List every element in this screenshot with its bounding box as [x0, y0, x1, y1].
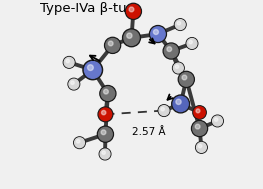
- Circle shape: [172, 95, 190, 113]
- Circle shape: [175, 20, 185, 29]
- Circle shape: [178, 71, 194, 87]
- Circle shape: [75, 138, 84, 148]
- Circle shape: [66, 59, 69, 63]
- Circle shape: [159, 106, 169, 115]
- Circle shape: [101, 87, 115, 100]
- Circle shape: [151, 27, 165, 41]
- Circle shape: [149, 26, 166, 43]
- Circle shape: [77, 140, 80, 143]
- Circle shape: [83, 60, 103, 80]
- Circle shape: [98, 107, 113, 122]
- Circle shape: [64, 57, 74, 67]
- Circle shape: [182, 75, 187, 80]
- Circle shape: [127, 33, 132, 38]
- Circle shape: [173, 62, 184, 74]
- Circle shape: [106, 39, 119, 52]
- Circle shape: [193, 106, 206, 119]
- Circle shape: [196, 109, 200, 113]
- Circle shape: [214, 118, 218, 121]
- Circle shape: [189, 40, 192, 44]
- Circle shape: [97, 126, 113, 142]
- Circle shape: [191, 121, 208, 136]
- Circle shape: [153, 29, 159, 35]
- Circle shape: [164, 44, 178, 58]
- Circle shape: [180, 73, 193, 86]
- Circle shape: [68, 78, 80, 90]
- Circle shape: [63, 57, 75, 68]
- Circle shape: [100, 86, 116, 101]
- Circle shape: [186, 38, 198, 49]
- Circle shape: [193, 122, 206, 135]
- Circle shape: [158, 105, 170, 116]
- Circle shape: [123, 29, 140, 47]
- Circle shape: [213, 116, 222, 126]
- Circle shape: [74, 137, 85, 149]
- Text: Type-IVa β-turn: Type-IVa β-turn: [41, 2, 141, 15]
- Circle shape: [102, 151, 105, 154]
- Circle shape: [101, 130, 106, 135]
- Circle shape: [88, 65, 93, 70]
- Circle shape: [99, 127, 112, 141]
- Circle shape: [105, 37, 121, 53]
- Circle shape: [127, 5, 140, 18]
- Circle shape: [187, 39, 197, 48]
- Circle shape: [198, 144, 202, 148]
- Circle shape: [99, 108, 112, 121]
- Circle shape: [163, 43, 179, 59]
- Circle shape: [167, 47, 172, 52]
- Circle shape: [173, 96, 188, 112]
- Circle shape: [174, 63, 183, 73]
- Circle shape: [108, 41, 113, 46]
- Circle shape: [196, 143, 206, 152]
- Circle shape: [102, 110, 106, 115]
- Circle shape: [104, 89, 108, 94]
- Circle shape: [124, 30, 139, 45]
- Circle shape: [84, 62, 101, 78]
- Circle shape: [212, 115, 223, 127]
- Circle shape: [129, 7, 134, 12]
- Circle shape: [125, 3, 141, 19]
- Circle shape: [175, 65, 179, 68]
- Text: 2.57 Å: 2.57 Å: [132, 127, 165, 137]
- Circle shape: [71, 81, 74, 84]
- Circle shape: [177, 22, 181, 25]
- Circle shape: [174, 19, 186, 30]
- Circle shape: [195, 124, 200, 129]
- Circle shape: [99, 148, 111, 160]
- Circle shape: [176, 99, 181, 105]
- Circle shape: [161, 108, 164, 111]
- Circle shape: [100, 149, 110, 159]
- Circle shape: [196, 142, 207, 153]
- Circle shape: [69, 79, 79, 89]
- Circle shape: [194, 107, 205, 118]
